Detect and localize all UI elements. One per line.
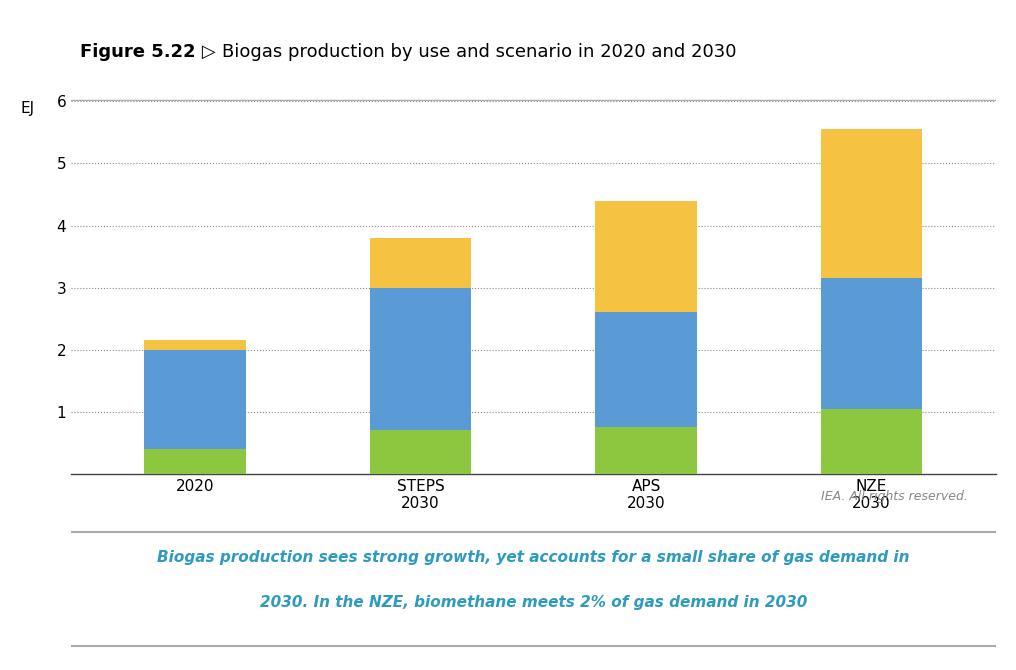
Text: IEA. All rights reserved.: IEA. All rights reserved. (821, 490, 968, 503)
Bar (370, 238, 471, 287)
Bar (821, 278, 923, 409)
Bar (595, 201, 697, 312)
Bar (370, 430, 471, 474)
Bar (595, 312, 697, 427)
Text: 2030. In the NZE, biomethane meets 2% of gas demand in 2030: 2030. In the NZE, biomethane meets 2% of… (260, 595, 807, 610)
Bar (821, 129, 923, 278)
Bar (144, 350, 246, 449)
Bar (144, 449, 246, 474)
Text: Biogas production by use and scenario in 2020 and 2030: Biogas production by use and scenario in… (221, 43, 737, 61)
Text: Figure 5.22 ▷: Figure 5.22 ▷ (80, 43, 216, 61)
Bar (821, 409, 923, 474)
Bar (595, 427, 697, 474)
Bar (370, 287, 471, 430)
Text: Biogas production sees strong growth, yet accounts for a small share of gas dema: Biogas production sees strong growth, ye… (157, 550, 909, 565)
Text: EJ: EJ (20, 101, 35, 117)
Bar (144, 340, 246, 350)
